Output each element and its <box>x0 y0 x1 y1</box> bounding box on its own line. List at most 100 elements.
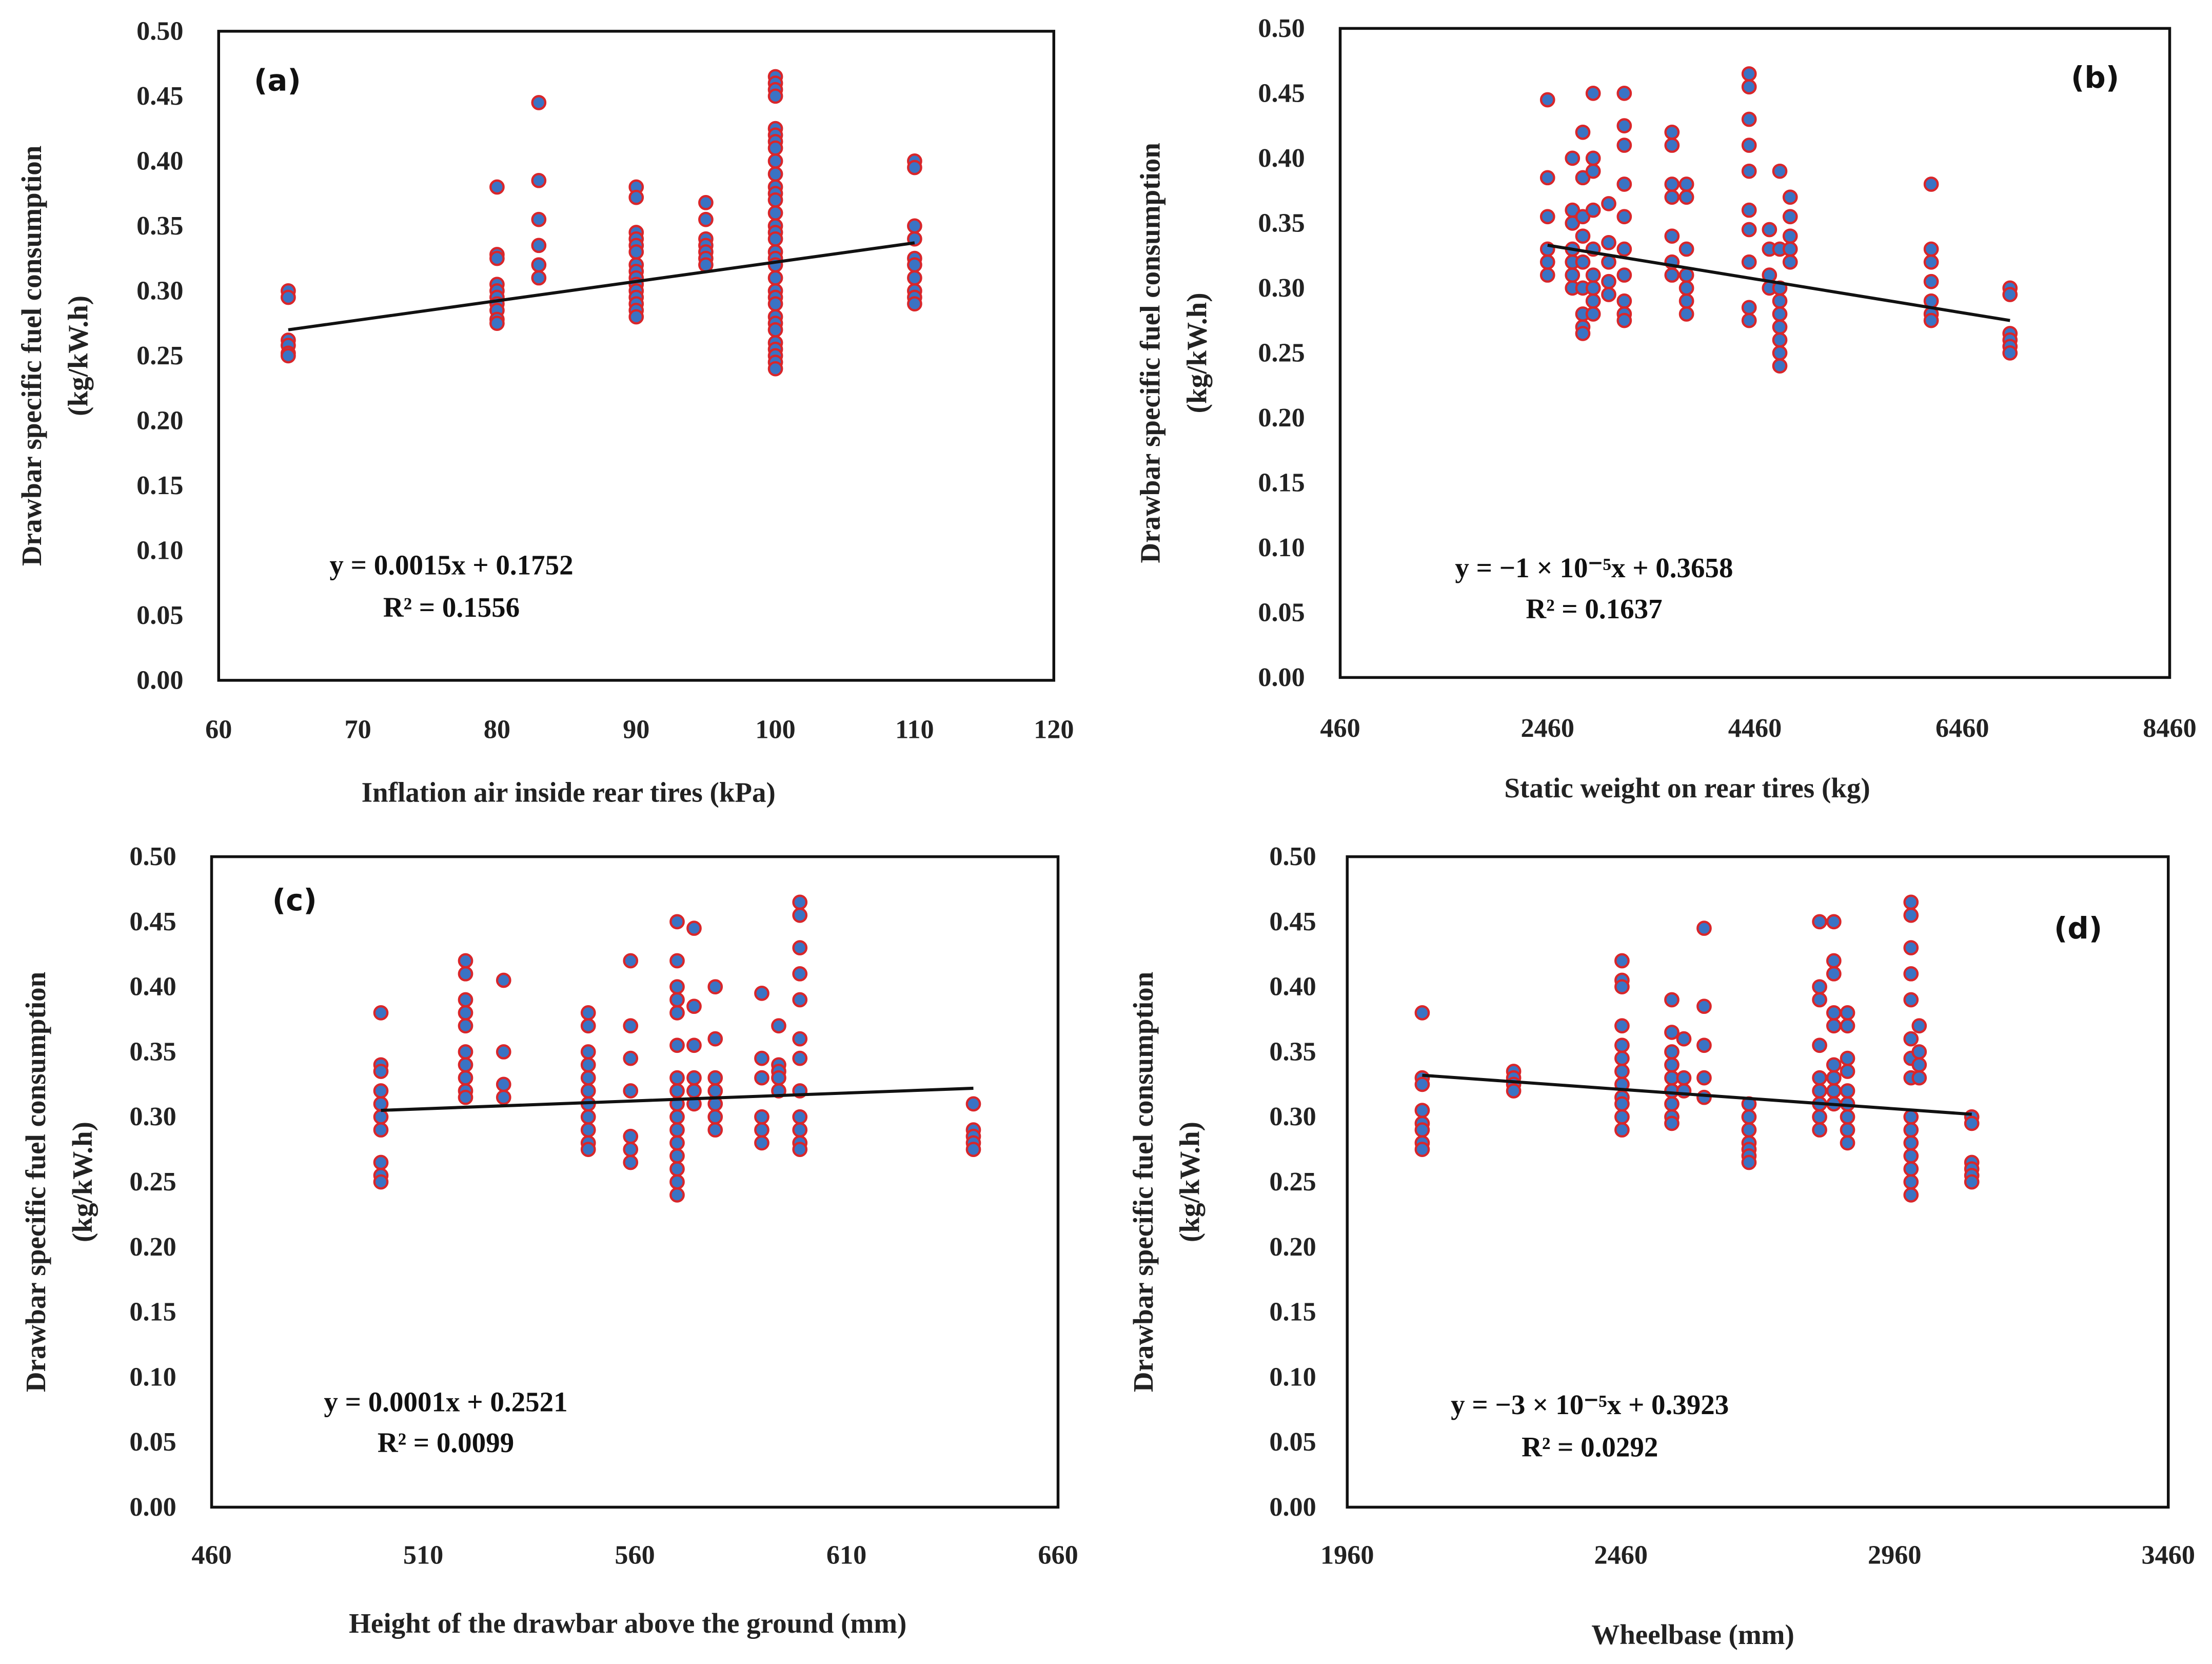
data-point <box>1601 196 1616 211</box>
x-tick-label: 2960 <box>1868 1540 1922 1570</box>
data-point <box>1616 177 1632 192</box>
data-point <box>1678 241 1694 257</box>
data-point <box>489 250 505 266</box>
y-tick-label: 0.20 <box>1258 403 1305 433</box>
y-tick-label: 0.05 <box>1258 597 1305 627</box>
data-point <box>373 1005 389 1021</box>
data-point <box>1414 1076 1430 1092</box>
data-point <box>792 992 808 1008</box>
data-point <box>792 907 808 923</box>
panel-label: (b) <box>2071 60 2119 95</box>
data-point <box>2002 287 2018 302</box>
data-point <box>1903 1031 1919 1047</box>
y-tick-label: 0.40 <box>1269 972 1316 1002</box>
data-point <box>1585 306 1601 322</box>
data-point <box>623 1154 639 1170</box>
y-tick-label: 0.40 <box>1258 143 1305 173</box>
y-tick-label: 0.10 <box>1269 1362 1316 1392</box>
data-point <box>707 1031 723 1047</box>
data-point <box>281 289 296 305</box>
data-point <box>1696 999 1712 1014</box>
data-point <box>628 189 644 205</box>
data-point <box>458 1018 473 1034</box>
data-point <box>1762 222 1778 238</box>
data-point <box>1664 267 1680 283</box>
y-tick-label: 0.20 <box>136 405 183 435</box>
data-point <box>1812 914 1827 930</box>
data-point <box>907 160 922 175</box>
data-point <box>767 231 783 247</box>
data-point <box>580 1057 596 1073</box>
data-point <box>669 1037 685 1053</box>
x-tick-label: 80 <box>484 715 510 745</box>
data-point <box>1539 254 1555 270</box>
data-point <box>1840 1109 1855 1125</box>
data-point <box>496 1044 511 1060</box>
y-tick-label: 0.50 <box>1269 841 1316 871</box>
data-point <box>686 1070 702 1086</box>
data-point <box>580 1083 596 1099</box>
data-point <box>792 1122 808 1138</box>
data-point <box>1414 1103 1430 1118</box>
data-point <box>1923 241 1939 257</box>
data-point <box>767 192 783 208</box>
x-tick-label: 120 <box>1034 715 1074 745</box>
data-point <box>1616 209 1632 225</box>
data-point <box>1812 1037 1827 1053</box>
y-tick-label: 0.05 <box>129 1427 176 1457</box>
y-tick-label: 0.35 <box>129 1036 176 1066</box>
data-point <box>580 1070 596 1086</box>
y-tick-label: 0.15 <box>1269 1297 1316 1327</box>
data-point <box>623 1142 639 1157</box>
data-point <box>707 979 723 995</box>
y-tick-label: 0.20 <box>1269 1232 1316 1262</box>
data-point <box>373 1122 389 1138</box>
data-point <box>1616 312 1632 328</box>
data-point <box>1782 209 1798 225</box>
data-point <box>1964 1115 1980 1131</box>
data-point <box>754 1050 769 1066</box>
y-tick-label: 0.05 <box>136 600 183 630</box>
data-point <box>669 1109 685 1125</box>
data-point <box>1664 124 1680 140</box>
data-point <box>1614 1018 1630 1034</box>
plot-area <box>1346 855 2170 1509</box>
y-tick-label: 0.25 <box>1258 338 1305 367</box>
y-axis-unit: (kg/kW.h) <box>1181 292 1212 413</box>
data-point <box>1614 953 1630 969</box>
y-tick-label: 0.25 <box>1269 1167 1316 1197</box>
data-point <box>1664 992 1680 1008</box>
data-point <box>489 316 505 331</box>
data-point <box>1826 914 1842 930</box>
data-point <box>698 257 714 273</box>
data-point <box>1678 280 1694 296</box>
data-point <box>1678 177 1694 192</box>
data-point <box>686 1037 702 1053</box>
data-point <box>1614 1050 1630 1066</box>
data-point <box>628 244 644 260</box>
data-point <box>1585 86 1601 101</box>
x-axis-title: Static weight on rear tires (kg) <box>1504 772 1870 804</box>
y-tick-label: 0.10 <box>129 1362 176 1392</box>
data-point <box>1664 228 1680 244</box>
data-point <box>1678 267 1694 283</box>
data-point <box>1539 267 1555 283</box>
x-tick-label: 1960 <box>1320 1540 1374 1570</box>
data-point <box>767 270 783 286</box>
data-point <box>1923 312 1939 328</box>
data-point <box>1903 1187 1919 1203</box>
data-point <box>1840 1018 1855 1034</box>
y-axis-title: Drawbar specific fuel consumption <box>16 146 47 566</box>
r-squared-label: R² = 0.1556 <box>383 592 520 623</box>
data-point <box>1826 953 1842 969</box>
data-point <box>1782 241 1798 257</box>
data-point <box>623 953 639 969</box>
data-point <box>1585 150 1601 166</box>
y-axis-title: Drawbar specific fuel consumption <box>20 972 51 1392</box>
y-tick-label: 0.45 <box>129 907 176 936</box>
data-point <box>669 1187 685 1203</box>
data-point <box>531 238 547 253</box>
data-point <box>458 1005 473 1021</box>
x-tick-label: 8460 <box>2143 713 2197 743</box>
data-point <box>792 940 808 955</box>
